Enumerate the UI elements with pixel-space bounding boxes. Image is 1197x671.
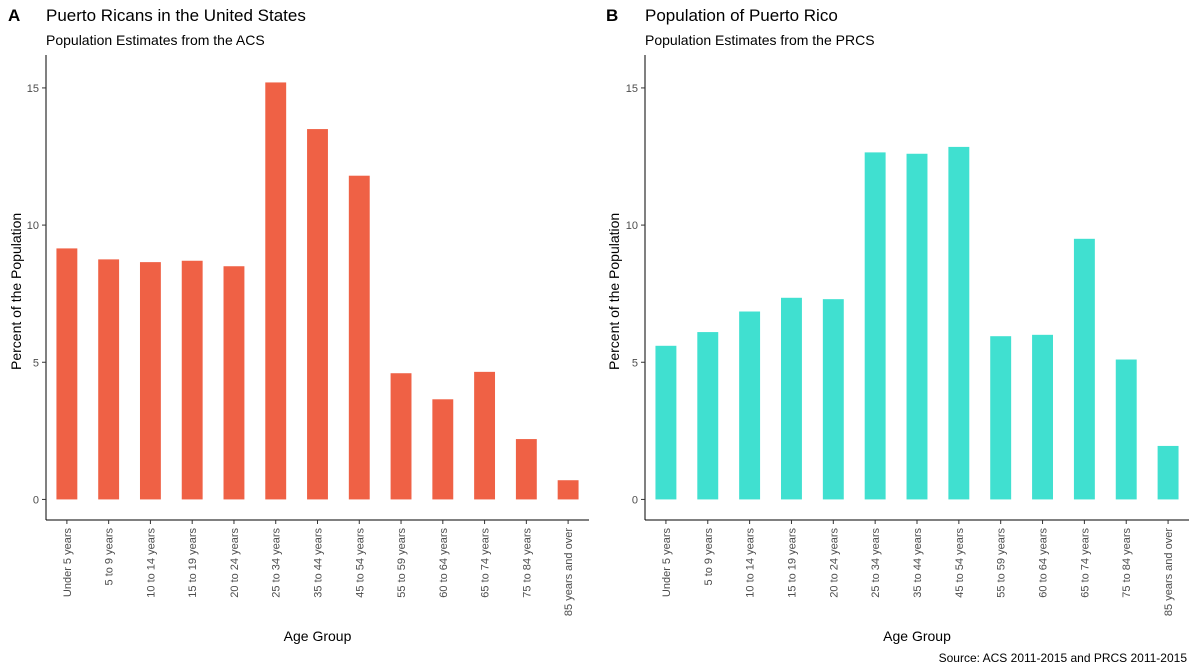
- panel-a-x-tick-label: 20 to 24 years: [229, 528, 241, 598]
- panel-b-bar: [1032, 334, 1053, 500]
- panel-a-x-tick-label: 65 to 74 years: [480, 528, 492, 598]
- panel-b-x-tick-label: Under 5 years: [661, 528, 673, 598]
- panel-a-x-axis-label: Age Group: [283, 628, 352, 644]
- panel-b-bar: [781, 297, 802, 500]
- panel-b-title: Population of Puerto Rico: [645, 6, 838, 25]
- panel-b-y-tick-label: 15: [626, 83, 638, 95]
- panel-a-y-tick-label: 0: [33, 494, 39, 506]
- panel-b-x-tick-label: 35 to 44 years: [912, 528, 924, 598]
- panel-a-bar: [348, 175, 370, 500]
- panel-b-y-tick-label: 0: [632, 494, 638, 506]
- panel-a-x-tick-label: 25 to 34 years: [271, 528, 283, 598]
- panel-a-bar: [515, 439, 537, 500]
- panel-b-letter: B: [606, 6, 619, 25]
- panel-a-x-tick-label: 85 years and over: [563, 528, 575, 616]
- panel-b-bar: [864, 152, 886, 500]
- panel-b-subtitle: Population Estimates from the PRCS: [645, 32, 875, 48]
- panel-a-x-tick-label: 15 to 19 years: [187, 528, 199, 598]
- panel-b-x-tick-label: 5 to 9 years: [703, 528, 715, 586]
- panel-b-x-tick-label: 45 to 54 years: [954, 528, 966, 598]
- panel-a-letter: A: [8, 6, 21, 25]
- panel-a-x-tick-label: 35 to 44 years: [313, 528, 325, 598]
- panel-b-bar: [697, 332, 719, 500]
- panel-b-x-tick-label: 20 to 24 years: [828, 528, 840, 598]
- source-caption: Source: ACS 2011-2015 and PRCS 2011-2015: [938, 651, 1187, 665]
- panel-a-x-tick-label: Under 5 years: [62, 528, 74, 598]
- panel-b-x-tick-label: 15 to 19 years: [786, 528, 798, 598]
- panel-b-x-tick-label: 65 to 74 years: [1079, 528, 1091, 598]
- panel-a-bar: [265, 82, 287, 500]
- panel-a-bar: [56, 248, 78, 500]
- panel-a-x-tick-label: 45 to 54 years: [354, 528, 366, 598]
- panel-a-bar: [432, 399, 454, 500]
- panel-b-x-tick-label: 25 to 34 years: [870, 528, 882, 598]
- panel-b-bar: [906, 153, 928, 500]
- panel-b-y-tick-label: 10: [626, 220, 638, 232]
- panel-a-y-tick-label: 5: [33, 357, 39, 369]
- panel-b-x-axis-label: Age Group: [883, 628, 951, 644]
- panel-a-bar: [390, 373, 412, 500]
- panel-a-bar: [98, 259, 120, 500]
- panel-b-x-tick-label: 75 to 84 years: [1121, 528, 1133, 598]
- panel-b-bar: [948, 146, 970, 500]
- panel-a-y-tick-label: 15: [27, 83, 39, 95]
- panel-a-x-tick-label: 60 to 64 years: [438, 528, 450, 598]
- panel-a-bar: [307, 129, 328, 500]
- panel-a-bar: [474, 371, 496, 500]
- panel-a-x-tick-label: 55 to 59 years: [396, 528, 408, 598]
- panel-a-bar: [139, 262, 161, 500]
- panel-b-x-tick-label: 55 to 59 years: [996, 528, 1008, 598]
- panel-b-y-tick-label: 5: [632, 357, 638, 369]
- panel-a-subtitle: Population Estimates from the ACS: [46, 32, 265, 48]
- panel-b-x-tick-label: 85 years and over: [1163, 528, 1175, 616]
- panel-b-bar: [822, 299, 844, 500]
- panel-a-x-tick-label: 5 to 9 years: [104, 528, 116, 586]
- panel-a-bar: [181, 260, 203, 500]
- panel-b-bar: [739, 311, 761, 500]
- panel-b-bar: [1073, 238, 1095, 500]
- panel-a-bar: [223, 266, 245, 500]
- panel-a-x-tick-label: 75 to 84 years: [521, 528, 533, 598]
- panel-b-x-tick-label: 10 to 14 years: [745, 528, 757, 598]
- panel-b-bar: [1157, 445, 1179, 500]
- panel-b-x-tick-label: 60 to 64 years: [1038, 528, 1050, 598]
- panel-b-bar: [655, 345, 677, 500]
- panel-a-x-tick-label: 10 to 14 years: [145, 528, 157, 598]
- panel-a-y-tick-label: 10: [27, 220, 39, 232]
- panel-a-title: Puerto Ricans in the United States: [46, 6, 306, 25]
- panel-b-bar: [990, 336, 1012, 500]
- panel-a-bar: [557, 480, 579, 500]
- panel-b-bar: [1115, 359, 1137, 500]
